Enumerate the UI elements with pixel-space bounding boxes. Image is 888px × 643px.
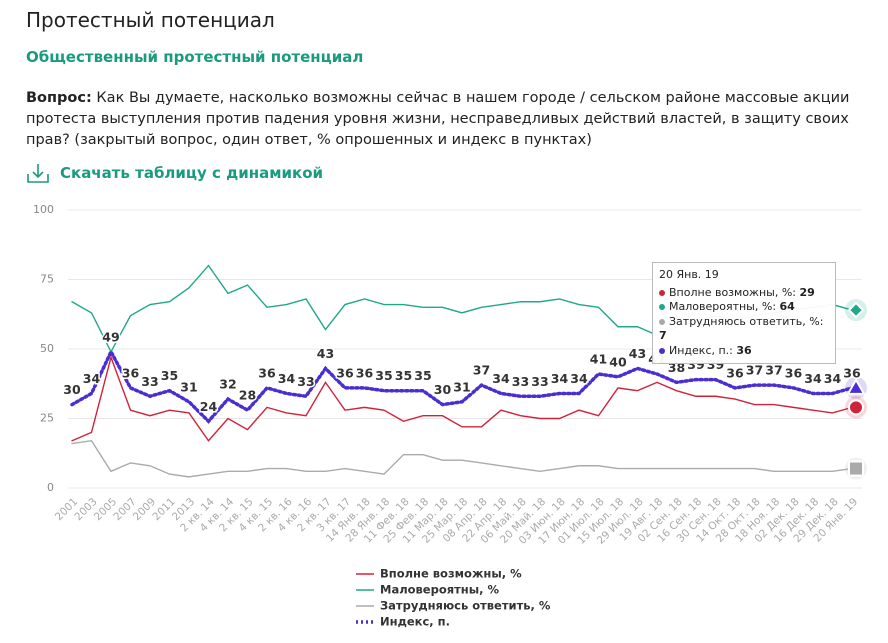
end-marker <box>848 460 864 477</box>
download-text[interactable]: Скачать таблицу с динамикой <box>60 164 324 182</box>
data-label: 36 <box>336 365 354 380</box>
question-label: Вопрос: <box>26 90 92 106</box>
data-label: 35 <box>414 368 431 383</box>
data-label: 49 <box>102 329 119 344</box>
data-label: 34 <box>824 371 842 386</box>
data-label: 35 <box>395 368 412 383</box>
download-icon <box>27 164 49 183</box>
data-label: 41 <box>590 352 607 367</box>
tooltip-row: Вполне возможны, %: 29 <box>659 286 829 301</box>
data-label: 35 <box>161 368 178 383</box>
data-label: 36 <box>356 365 374 380</box>
data-label: 33 <box>141 374 158 389</box>
y-tick-label: 25 <box>40 412 54 425</box>
tooltip-dot <box>659 347 665 354</box>
tooltip-series: Маловероятны, % <box>669 300 773 313</box>
end-marker <box>848 399 864 416</box>
data-label: 36 <box>843 365 861 380</box>
y-tick-label: 50 <box>40 342 54 355</box>
tooltip-dot <box>659 304 665 310</box>
data-label: 28 <box>239 388 256 403</box>
series-line <box>70 347 854 424</box>
end-marker <box>847 301 865 319</box>
data-label: 34 <box>551 371 569 386</box>
y-tick-label: 0 <box>47 481 54 494</box>
data-label: 37 <box>473 363 490 378</box>
y-tick-label: 100 <box>33 203 54 216</box>
legend-label: Затрудняюсь ответить, % <box>380 599 551 613</box>
tooltip-value: 36 <box>736 343 752 357</box>
data-label: 34 <box>278 371 296 386</box>
tooltip-value: 29 <box>799 285 815 299</box>
data-label: 36 <box>258 365 276 380</box>
data-label: 30 <box>434 382 452 397</box>
data-label: 36 <box>785 365 803 380</box>
data-label: 33 <box>531 374 548 389</box>
tooltip-row: Затрудняюсь ответить, %: 7 <box>659 314 824 342</box>
y-tick-label: 75 <box>40 273 54 286</box>
data-label: 36 <box>726 365 744 380</box>
page-title: Протестный потенциал <box>26 8 275 32</box>
data-label: 43 <box>629 346 646 361</box>
data-label: 37 <box>765 363 782 378</box>
data-label: 36 <box>122 365 140 380</box>
data-label: 40 <box>609 354 627 369</box>
data-label: 34 <box>83 371 101 386</box>
data-label: 33 <box>297 374 314 389</box>
data-label: 43 <box>317 346 334 361</box>
data-label: 30 <box>63 382 81 397</box>
data-label: 31 <box>453 379 470 394</box>
data-label: 34 <box>492 371 510 386</box>
tooltip-dot <box>659 318 665 325</box>
legend-label: Маловероятны, % <box>380 583 500 597</box>
tooltip-value: 7 <box>659 329 667 342</box>
data-label: 31 <box>180 379 197 394</box>
tooltip-value: 64 <box>779 300 795 313</box>
question-text: Как Вы думаете, насколько возможны сейча… <box>26 90 850 148</box>
end-marker <box>846 377 866 395</box>
data-label: 33 <box>512 374 529 389</box>
data-label: 24 <box>200 399 218 414</box>
tooltip-title: 20 Янв. 19 <box>659 268 719 281</box>
data-label: 35 <box>375 368 392 383</box>
series-line <box>71 355 853 442</box>
subtitle: Общественный протестный потенциал <box>26 48 364 66</box>
series-line <box>71 439 853 478</box>
data-label: 34 <box>570 371 588 386</box>
tooltip-series: Индекс, п. <box>669 343 730 357</box>
tooltip-row: Маловероятны, %: 64 <box>659 300 829 315</box>
legend-label: Вполне возможны, % <box>380 567 522 581</box>
tooltip-series: Вполне возможны, % <box>669 285 793 299</box>
data-label: 34 <box>804 371 822 386</box>
data-label: 32 <box>219 377 236 392</box>
chart: 025507510020012003200520072009201120132 … <box>33 203 867 629</box>
question: Вопрос: Как Вы думаете, насколько возмож… <box>26 88 876 151</box>
tooltip-series: Затрудняюсь ответить, % <box>669 314 820 328</box>
tooltip-row: Индекс, п.: 36 <box>659 344 829 359</box>
tooltip-dot <box>659 289 665 296</box>
download-link[interactable]: Скачать таблицу с динамикой <box>26 162 323 184</box>
tooltip: 20 Янв. 19 Вполне возможны, %: 29 Маловер… <box>652 262 836 364</box>
data-label: 37 <box>746 363 763 378</box>
legend-label: Индекс, п. <box>380 615 450 629</box>
